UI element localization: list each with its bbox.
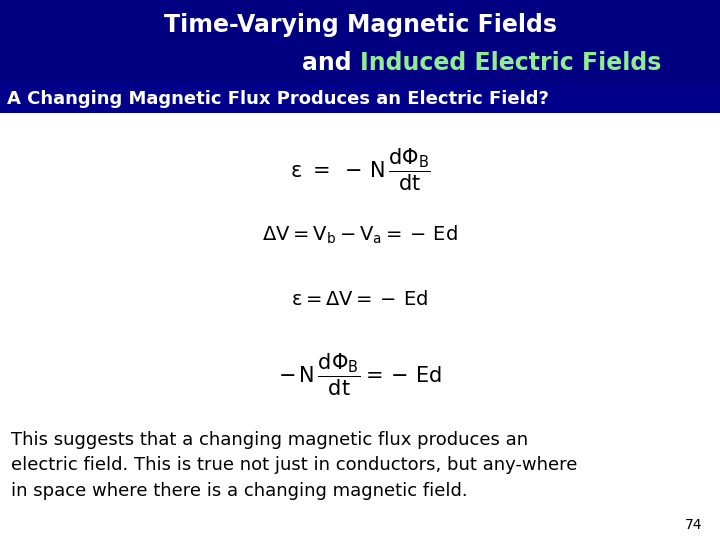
Text: Induced Electric Fields: Induced Electric Fields — [360, 51, 662, 75]
Text: electric field. This is true not just in conductors, but any-where: electric field. This is true not just in… — [11, 456, 577, 475]
Text: in space where there is a changing magnetic field.: in space where there is a changing magne… — [11, 482, 467, 500]
Text: $\mathsf{-\,N\,\dfrac{d\Phi_B}{dt} = -\,Ed}$: $\mathsf{-\,N\,\dfrac{d\Phi_B}{dt} = -\,… — [278, 352, 442, 399]
Text: $\mathsf{\varepsilon = \Delta V = -\,Ed}$: $\mathsf{\varepsilon = \Delta V = -\,Ed}… — [292, 290, 428, 309]
Text: $\mathsf{\Delta V = V_b - V_a = -\,Ed}$: $\mathsf{\Delta V = V_b - V_a = -\,Ed}$ — [262, 224, 458, 246]
Text: $\mathsf{\varepsilon\ =\ -\,N\,\dfrac{d\Phi_B}{dt}}$: $\mathsf{\varepsilon\ =\ -\,N\,\dfrac{d\… — [289, 147, 431, 193]
Text: and: and — [302, 51, 360, 75]
Text: 74: 74 — [685, 518, 702, 532]
FancyBboxPatch shape — [0, 84, 720, 113]
Text: This suggests that a changing magnetic flux produces an: This suggests that a changing magnetic f… — [11, 431, 528, 449]
Text: A Changing Magnetic Flux Produces an Electric Field?: A Changing Magnetic Flux Produces an Ele… — [7, 90, 549, 107]
Text: Time-Varying Magnetic Fields: Time-Varying Magnetic Fields — [163, 13, 557, 37]
FancyBboxPatch shape — [0, 0, 720, 84]
